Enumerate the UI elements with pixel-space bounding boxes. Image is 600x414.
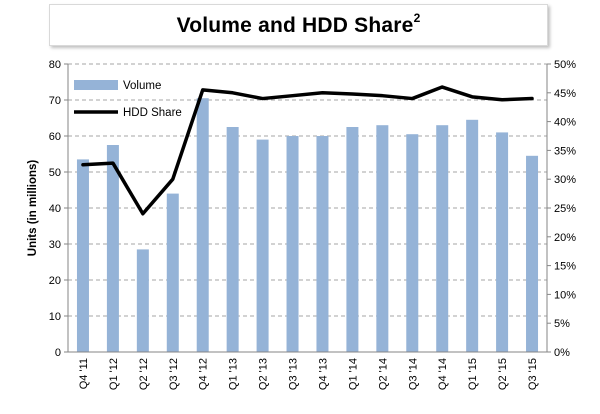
chart-title: Volume and HDD Share2 xyxy=(176,10,421,37)
left-tick-label: 60 xyxy=(49,131,61,143)
right-tick-label: 25% xyxy=(554,203,576,215)
x-tick-label: Q3 '14 xyxy=(407,358,419,390)
left-tick-label: 10 xyxy=(49,311,61,323)
bar-volume xyxy=(76,159,89,352)
legend-swatch-volume xyxy=(74,80,118,90)
bar-volume xyxy=(106,145,119,352)
x-tick-label: Q1 '13 xyxy=(228,358,240,390)
right-tick-label: 50% xyxy=(554,59,576,71)
x-tick-label: Q2 '13 xyxy=(258,358,270,390)
x-tick-label: Q3 '12 xyxy=(168,358,180,390)
title-superscript: 2 xyxy=(413,10,421,25)
left-tick-label: 50 xyxy=(49,167,61,179)
bar-volume xyxy=(166,193,179,352)
x-tick-label: Q3 '15 xyxy=(527,358,539,390)
x-tick-label: Q4 '13 xyxy=(317,358,329,390)
right-tick-label: 45% xyxy=(554,88,576,100)
x-tick-label: Q2 '12 xyxy=(138,358,150,390)
x-tick-label: Q2 '15 xyxy=(497,358,509,390)
chart-title-box: Volume and HDD Share2 xyxy=(49,4,548,46)
bar-volume xyxy=(346,127,359,352)
bar-volume xyxy=(496,132,509,352)
bar-volume xyxy=(286,136,299,352)
x-tick-label: Q1 '14 xyxy=(347,358,359,390)
left-tick-label: 0 xyxy=(55,347,61,359)
right-tick-label: 5% xyxy=(554,318,570,330)
bar-volume xyxy=(226,127,239,352)
left-tick-label: 80 xyxy=(49,59,61,71)
bar-volume xyxy=(196,98,209,352)
legend-label-volume: Volume xyxy=(123,80,161,92)
bar-volume xyxy=(406,134,419,352)
x-tick-label: Q2 '14 xyxy=(377,358,389,390)
bar-volume xyxy=(466,119,479,352)
left-tick-label: 70 xyxy=(49,95,61,107)
bar-volume xyxy=(256,139,269,352)
bar-volume xyxy=(316,136,329,352)
x-tick-label: Q1 '15 xyxy=(467,358,479,390)
right-tick-label: 10% xyxy=(554,289,576,301)
bar-volume xyxy=(376,125,389,352)
bar-volume xyxy=(136,249,149,352)
x-tick-label: Q3 '13 xyxy=(288,358,300,390)
bar-volume xyxy=(436,125,449,352)
x-tick-label: Q1 '12 xyxy=(108,358,120,390)
left-tick-label: 20 xyxy=(49,275,61,287)
right-tick-label: 20% xyxy=(554,232,576,244)
right-tick-label: 0% xyxy=(554,347,570,359)
bar-volume xyxy=(526,155,539,352)
right-tick-label: 30% xyxy=(554,174,576,186)
legend-label-hdd-share: HDD Share xyxy=(123,107,182,119)
x-tick-label: Q4 '14 xyxy=(437,358,449,390)
left-tick-label: 30 xyxy=(49,239,61,251)
right-tick-label: 15% xyxy=(554,261,576,273)
x-tick-label: Q4 '11 xyxy=(78,358,90,389)
line-hdd-share xyxy=(81,85,534,216)
y-axis-title: Units (in millions) xyxy=(27,160,39,257)
x-tick-label: Q4 '12 xyxy=(198,358,210,390)
right-tick-label: 40% xyxy=(554,117,576,129)
left-tick-label: 40 xyxy=(49,203,61,215)
right-tick-label: 35% xyxy=(554,145,576,157)
